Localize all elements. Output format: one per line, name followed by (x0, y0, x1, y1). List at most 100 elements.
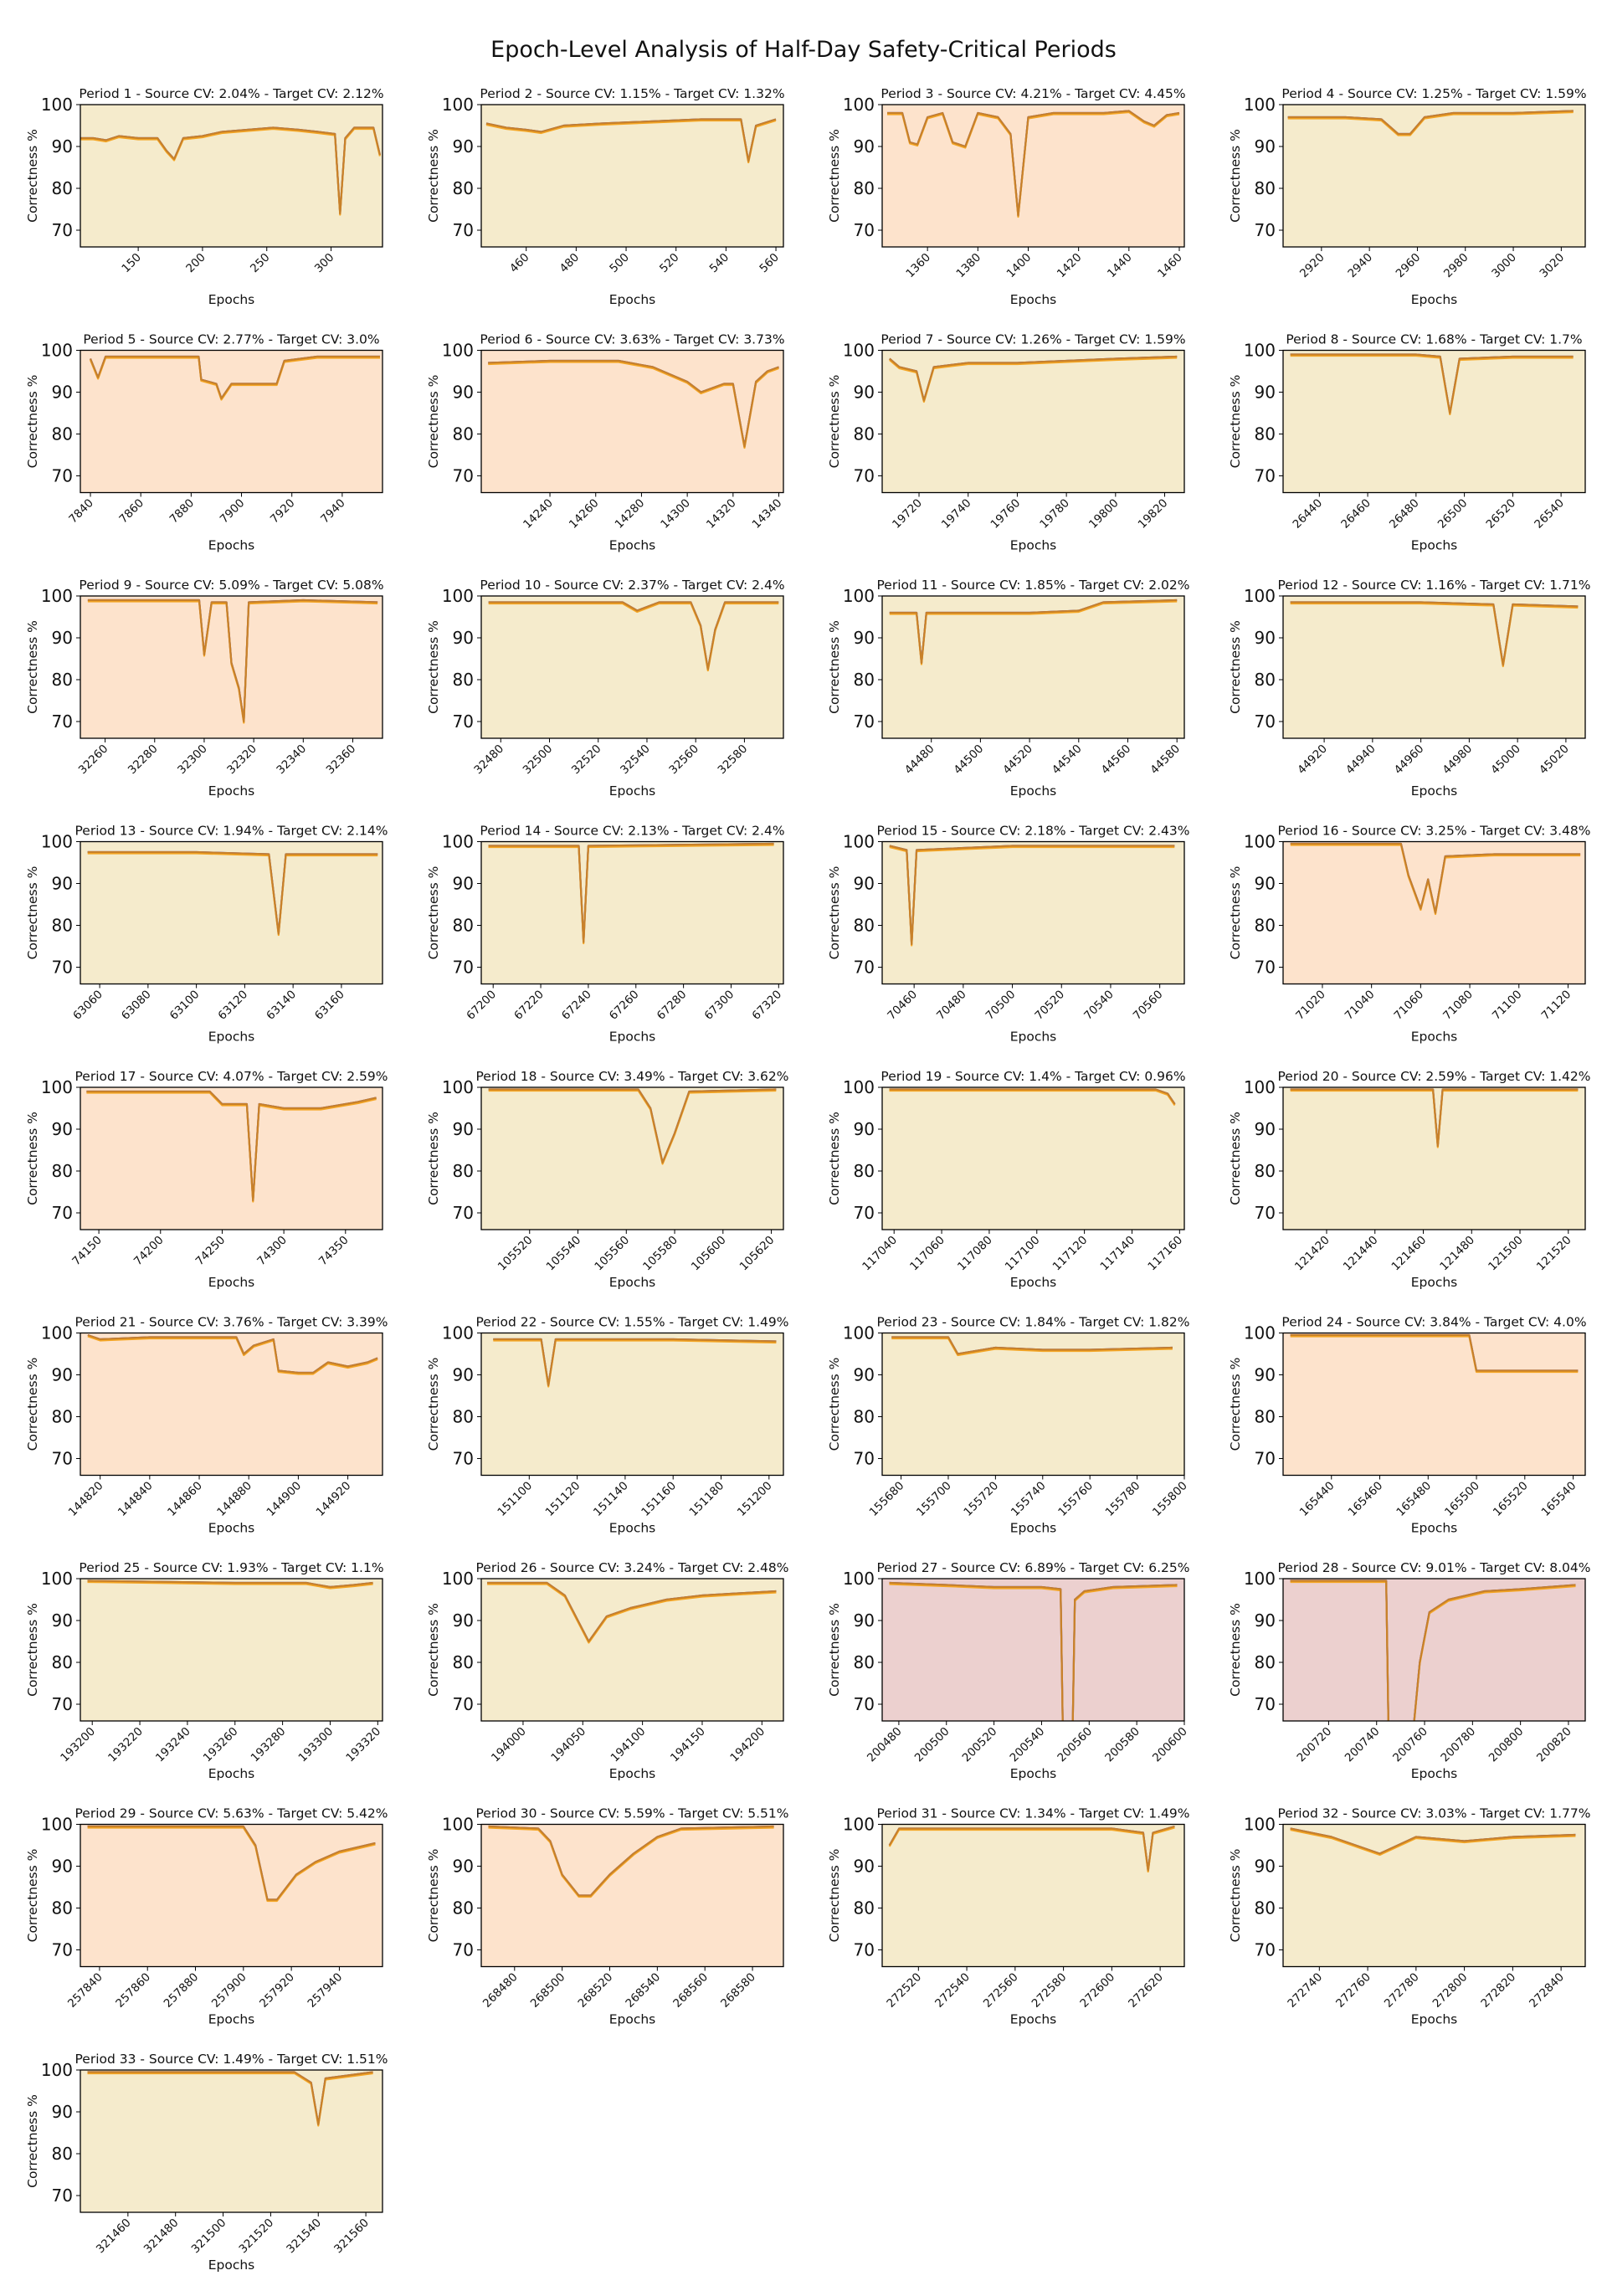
x-tick-label: 2920 (1297, 251, 1327, 281)
subplot-title: Period 28 - Source CV: 9.01% - Target CV… (1277, 1560, 1590, 1575)
x-tick-label: 1420 (1055, 251, 1085, 281)
x-tick-label: 165500 (1442, 1479, 1482, 1519)
overlap-series-line (1290, 601, 1579, 666)
x-tick-label: 67240 (559, 988, 594, 1023)
plot-frame (881, 104, 1185, 248)
y-tick-label: 90 (52, 2102, 73, 2122)
x-tick-label: 155760 (1055, 1479, 1096, 1519)
target-series-line (1290, 354, 1574, 416)
subplot-title: Period 9 - Source CV: 5.09% - Target CV:… (79, 578, 383, 593)
x-tick-label: 105580 (640, 1234, 680, 1274)
y-tick-label: 100 (843, 832, 875, 852)
y-tick-label: 70 (453, 1203, 474, 1223)
x-tick-label: 117100 (1003, 1234, 1043, 1274)
x-tick-label: 257880 (162, 1970, 202, 2011)
y-tick-label: 70 (1255, 711, 1276, 732)
y-tick-label: 70 (854, 958, 875, 978)
y-axis-label: Correctness % (1228, 1849, 1243, 1943)
series-group (1290, 1827, 1576, 1857)
x-tick-label: 194200 (727, 1725, 768, 1765)
x-tick-label: 144900 (264, 1479, 304, 1519)
overlap-series-line (888, 1825, 1175, 1872)
y-tick-label: 100 (843, 95, 875, 115)
plot-frame (1282, 1823, 1586, 1968)
y-tick-label: 80 (453, 1652, 474, 1672)
y-tick-label: 80 (52, 1652, 73, 1672)
x-tick-label: 144840 (116, 1479, 156, 1519)
subplot-24: Period 24 - Source CV: 3.84% - Target CV… (1228, 1315, 1587, 1536)
overlap-series-line (86, 1090, 377, 1202)
plot-frame (80, 1086, 383, 1230)
y-tick-label: 90 (1255, 628, 1276, 648)
x-tick-label: 200600 (1150, 1725, 1190, 1765)
subplot-28: Period 28 - Source CV: 9.01% - Target CV… (1228, 1560, 1591, 1781)
x-tick-label: 1360 (903, 251, 933, 281)
overlap-series-line (887, 110, 1180, 217)
subplot-title: Period 33 - Source CV: 1.49% - Target CV… (74, 2052, 388, 2067)
x-tick-label: 67260 (607, 988, 642, 1023)
y-tick-label: 90 (453, 1857, 474, 1877)
plot-background (882, 1824, 1184, 1967)
x-tick-label: 200800 (1486, 1725, 1527, 1765)
subplot-title: Period 29 - Source CV: 5.63% - Target CV… (74, 1806, 388, 1821)
plot-background (1283, 350, 1585, 493)
x-axis-label: Epochs (1411, 2012, 1458, 2027)
overlap-series-line (487, 1581, 777, 1643)
y-tick-label: 70 (854, 711, 875, 732)
x-tick-label: 105600 (689, 1234, 729, 1274)
x-tick-label: 200540 (1008, 1725, 1048, 1765)
x-axis-label: Epochs (1010, 783, 1057, 799)
subplot-9: Period 9 - Source CV: 5.09% - Target CV:… (25, 578, 384, 799)
series-group (1290, 1579, 1576, 1721)
x-tick-label: 63120 (216, 988, 251, 1023)
y-tick-label: 80 (52, 2144, 73, 2164)
x-axis-label: Epochs (1010, 1521, 1057, 1536)
x-tick-label: 2980 (1441, 251, 1471, 281)
x-tick-label: 117080 (955, 1234, 995, 1274)
y-tick-label: 90 (453, 383, 474, 403)
x-tick-label: 151140 (591, 1479, 631, 1519)
plot-frame (480, 840, 784, 985)
y-axis-label: Correctness % (1228, 1358, 1243, 1451)
x-axis-label: Epochs (1411, 1275, 1458, 1290)
x-tick-label: 151180 (687, 1479, 727, 1519)
y-axis-label: Correctness % (1228, 129, 1243, 223)
series-group (488, 359, 779, 449)
x-tick-label: 200500 (912, 1725, 952, 1765)
series-group (488, 842, 774, 945)
x-tick-label: 14260 (567, 496, 602, 532)
x-tick-label: 44500 (952, 742, 987, 778)
y-tick-label: 100 (442, 1077, 474, 1097)
y-tick-label: 80 (1255, 178, 1276, 198)
subplot-8: Period 8 - Source CV: 1.68% - Target CV:… (1228, 332, 1586, 553)
target-series-line (1287, 110, 1574, 136)
overlap-series-line (80, 126, 381, 215)
series-group (87, 1333, 378, 1375)
y-tick-label: 70 (854, 1940, 875, 1960)
x-tick-label: 155720 (961, 1479, 1001, 1519)
subplot-2: Period 2 - Source CV: 1.15% - Target CV:… (426, 86, 785, 307)
plot-frame (80, 1823, 383, 1968)
x-tick-label: 272820 (1478, 1970, 1518, 2011)
overlap-series-line (488, 1825, 774, 1897)
x-axis-label: Epochs (609, 1275, 656, 1290)
x-tick-label: 14300 (658, 496, 693, 532)
x-tick-label: 520 (657, 251, 682, 276)
x-tick-label: 272740 (1285, 1970, 1325, 2011)
x-tick-label: 480 (557, 251, 583, 276)
y-tick-label: 70 (453, 220, 474, 240)
plot-background (1283, 596, 1585, 738)
x-axis-label: Epochs (208, 538, 255, 553)
series-group (87, 1579, 373, 1590)
series-group (488, 1825, 774, 1898)
x-axis-label: Epochs (1411, 538, 1458, 553)
y-tick-label: 70 (1255, 220, 1276, 240)
y-tick-label: 100 (1244, 341, 1276, 361)
target-series-line (487, 1583, 777, 1644)
series-group (80, 126, 381, 216)
x-tick-label: 144820 (66, 1479, 106, 1519)
x-tick-label: 268480 (480, 1970, 521, 2011)
x-tick-label: 14320 (704, 496, 739, 532)
overlap-series-line (1290, 1333, 1579, 1372)
x-tick-label: 460 (507, 251, 532, 276)
